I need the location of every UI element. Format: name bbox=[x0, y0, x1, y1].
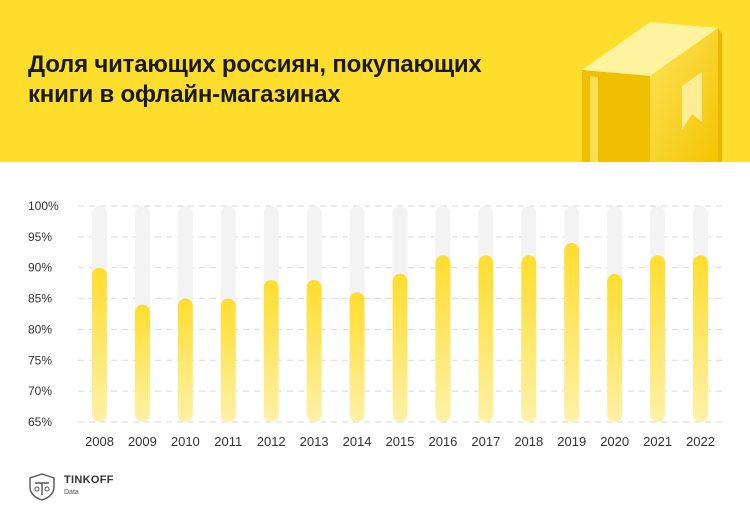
tinkoff-shield-icon bbox=[29, 473, 55, 501]
x-tick-label: 2021 bbox=[643, 434, 672, 449]
y-tick-label: 100% bbox=[28, 199, 59, 213]
y-tick-label: 65% bbox=[28, 415, 52, 429]
bar-2011 bbox=[220, 298, 236, 422]
y-tick-label: 85% bbox=[28, 292, 52, 306]
header: Доля читающих россиян, покупающих книги … bbox=[0, 0, 750, 162]
y-axis: 65% 70% 75% 80% 85% 90% 95% 100% bbox=[28, 199, 59, 429]
x-tick-label: 2009 bbox=[128, 434, 157, 449]
x-tick-label: 2012 bbox=[257, 434, 286, 449]
bar-2010 bbox=[177, 298, 193, 422]
x-tick-label: 2020 bbox=[600, 434, 629, 449]
bar-2022 bbox=[693, 255, 709, 422]
y-tick-label: 95% bbox=[28, 230, 52, 244]
y-tick-label: 70% bbox=[28, 384, 52, 398]
x-tick-label: 2016 bbox=[428, 434, 457, 449]
x-tick-label: 2010 bbox=[171, 434, 200, 449]
bar-2014 bbox=[349, 292, 365, 422]
y-tick-label: 80% bbox=[28, 322, 52, 336]
y-tick-label: 75% bbox=[28, 353, 52, 367]
chart-title-line1: Доля читающих россиян, покупающих bbox=[28, 51, 482, 78]
bar-2009 bbox=[134, 304, 150, 422]
chart-title-line2: книги в офлайн-магазинах bbox=[28, 81, 341, 108]
x-tick-label: 2018 bbox=[514, 434, 543, 449]
x-tick-label: 2017 bbox=[471, 434, 500, 449]
x-tick-label: 2008 bbox=[85, 434, 114, 449]
bar-2017 bbox=[478, 255, 494, 422]
bar-2018 bbox=[521, 255, 537, 422]
chart-title: Доля читающих россиян, покупающих книги … bbox=[28, 50, 568, 110]
bar-2015 bbox=[392, 273, 408, 422]
book-icon bbox=[582, 22, 722, 162]
x-tick-label: 2019 bbox=[557, 434, 586, 449]
brand-subtitle: Data bbox=[64, 489, 79, 496]
bar-2020 bbox=[607, 273, 623, 422]
bars bbox=[91, 243, 709, 422]
x-tick-label: 2013 bbox=[300, 434, 329, 449]
y-tick-label: 90% bbox=[28, 261, 52, 275]
bar-2013 bbox=[306, 280, 322, 422]
x-tick-label: 2011 bbox=[214, 434, 242, 449]
brand-name: TINKOFF bbox=[64, 474, 114, 486]
bar-2019 bbox=[564, 243, 580, 422]
x-tick-label: 2022 bbox=[686, 434, 715, 449]
bar-2012 bbox=[263, 280, 279, 422]
x-tick-label: 2015 bbox=[386, 434, 415, 449]
x-tick-label: 2014 bbox=[343, 434, 372, 449]
bar-2021 bbox=[650, 255, 666, 422]
x-axis: 2008 2009 2010 2011 2012 2013 2014 2015 2016 2017… bbox=[85, 434, 715, 449]
bar-2016 bbox=[435, 255, 451, 422]
bar-2008 bbox=[91, 267, 107, 422]
